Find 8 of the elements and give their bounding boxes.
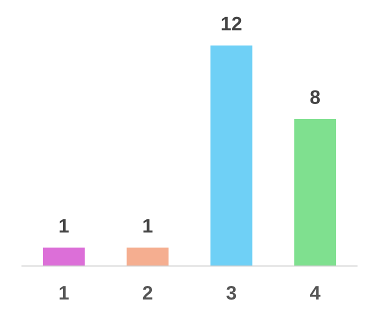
x-tick-label: 1 <box>60 286 69 300</box>
data-label: 12 <box>222 16 242 30</box>
x-tick-label: 2 <box>142 286 152 300</box>
x-tick-label: 3 <box>226 286 236 300</box>
data-label: 8 <box>310 90 320 104</box>
data-label: 1 <box>143 219 152 232</box>
data-label: 1 <box>60 219 69 232</box>
x-tick-label: 4 <box>310 286 320 300</box>
